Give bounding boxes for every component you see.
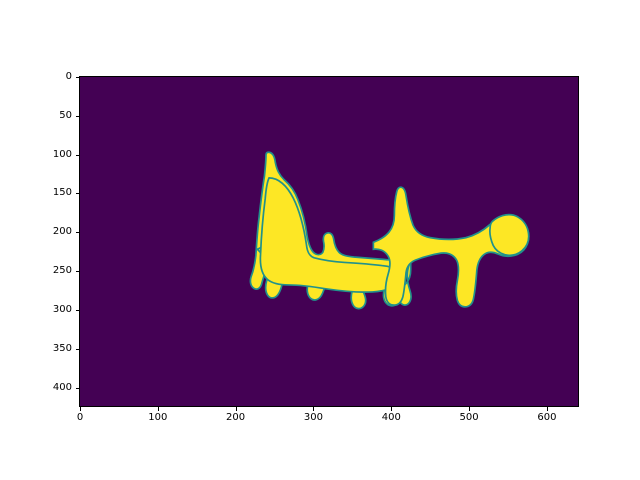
ytick-label-8: 400 (53, 382, 91, 394)
axis-spine-top (79, 76, 579, 77)
xtick-label-2: 200 (226, 412, 246, 423)
ytick-mark-8 (75, 387, 79, 389)
axis-spine-left (79, 76, 80, 407)
xtick-mark-4 (391, 407, 393, 411)
ytick-mark-2 (75, 154, 79, 156)
ytick-mark-0 (75, 77, 79, 78)
ytick-label-2-text: 100 (52, 148, 72, 160)
ytick-mark-1 (75, 115, 79, 117)
segmentation-mask-image (80, 77, 578, 406)
xtick-mark-3 (313, 407, 315, 411)
ytick-mark-6 (75, 309, 79, 311)
xtick-mark-2 (235, 407, 237, 411)
ytick-label-5-text: 250 (52, 265, 72, 277)
xtick-mark-6 (546, 407, 548, 411)
ytick-label-4: 200 (53, 226, 91, 238)
ytick-mark-4 (75, 232, 79, 234)
ytick-label-6-text: 300 (52, 303, 72, 315)
ytick-label-4-text: 200 (52, 226, 72, 238)
ytick-label-3-text: 150 (52, 187, 72, 199)
xtick-label-5: 500 (459, 412, 479, 423)
ytick-label-2: 100 (53, 149, 91, 161)
xtick-label-0: 0 (76, 412, 84, 423)
ytick-mark-7 (75, 348, 79, 350)
image-axes[interactable] (80, 77, 578, 406)
xtick-mark-5 (469, 407, 471, 411)
ytick-label-1: 50 (59, 110, 85, 122)
ytick-label-3: 150 (53, 187, 91, 199)
xtick-label-1: 100 (148, 412, 168, 423)
ytick-label-8-text: 400 (52, 381, 72, 393)
ytick-label-1-text: 50 (59, 109, 72, 121)
xtick-mark-1 (157, 407, 159, 411)
axis-spine-bottom (79, 406, 579, 407)
xtick-label-4: 400 (381, 412, 401, 423)
xtick-label-3: 300 (303, 412, 323, 423)
ytick-label-0: 0 (66, 71, 78, 83)
mask-region-right-head (489, 213, 530, 257)
ytick-mark-5 (75, 271, 79, 273)
ytick-label-0-text: 0 (65, 71, 72, 82)
xtick-mark-0 (80, 407, 81, 411)
xtick-label-6: 600 (537, 412, 557, 423)
ytick-mark-3 (75, 193, 79, 195)
ytick-label-7: 350 (53, 343, 91, 355)
ytick-label-7-text: 350 (52, 342, 72, 354)
ytick-label-6: 300 (53, 304, 91, 316)
axis-spine-right (578, 76, 579, 407)
ytick-label-5: 250 (53, 265, 91, 277)
